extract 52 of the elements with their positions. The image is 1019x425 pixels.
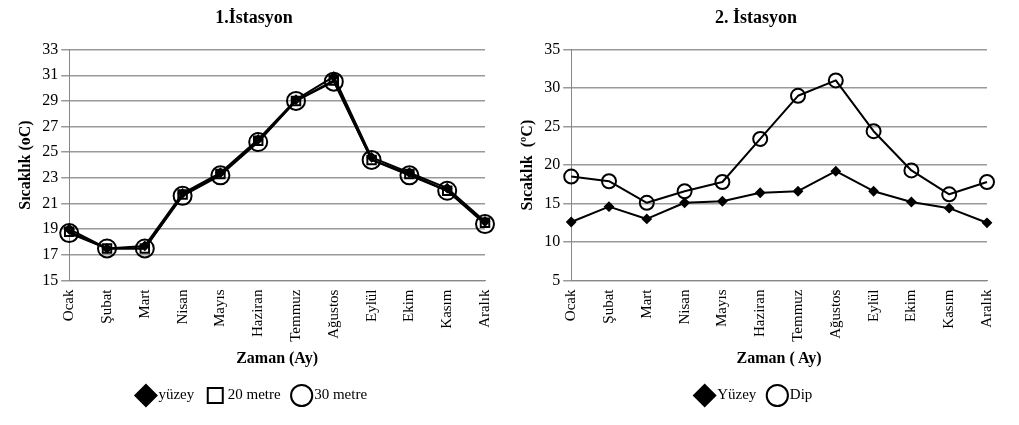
chart-title: 2. İstasyon <box>714 7 798 28</box>
x-tick-label: Mart <box>135 288 152 319</box>
y-tick-label: 29 <box>42 91 59 109</box>
y-axis-title: Sıcaklık (oC) <box>15 120 34 210</box>
x-tick-label: Temmuz <box>286 289 303 342</box>
y-tick-label: 21 <box>42 193 59 211</box>
y-tick-label: 10 <box>544 232 561 250</box>
x-tick-label: Ağustos <box>324 289 341 339</box>
y-tick-label: 19 <box>42 219 59 237</box>
y-tick-label: 30 <box>544 78 561 96</box>
x-tick-label: Kasım <box>438 289 455 329</box>
y-tick-label: 31 <box>42 65 59 83</box>
y-tick-label: 35 <box>544 39 561 57</box>
y-tick-label: 5 <box>552 270 561 288</box>
y-tick-label: 27 <box>42 116 59 134</box>
y-tick-label: 15 <box>544 193 561 211</box>
x-tick-label: Ağustos <box>826 289 843 339</box>
y-tick-label: 15 <box>42 270 59 288</box>
legend-label: 20 metre <box>227 386 281 403</box>
x-tick-label: Ekim <box>400 289 417 323</box>
x-tick-label: Eylül <box>864 289 881 323</box>
chart-title: 1.İstasyon <box>215 7 293 28</box>
x-tick-label: Haziran <box>751 289 768 337</box>
legend-label: Yüzey <box>717 386 757 403</box>
y-tick-label: 25 <box>544 116 561 134</box>
x-axis-title: Zaman ( Ay) <box>736 348 822 367</box>
x-tick-label: Mayıs <box>713 289 730 328</box>
y-tick-label: 33 <box>42 39 59 57</box>
x-tick-label: Mayıs <box>211 289 228 328</box>
y-tick-label: 20 <box>544 155 561 173</box>
legend-label: Dip <box>789 386 813 403</box>
y-tick-label: 23 <box>42 168 59 186</box>
legend-label: 30 metre <box>314 386 368 403</box>
x-tick-label: Aralık <box>977 289 994 328</box>
x-tick-label: Aralık <box>475 289 492 328</box>
x-tick-label: Ekim <box>902 289 919 323</box>
x-tick-label: Ocak <box>60 289 77 322</box>
y-tick-label: 17 <box>42 245 59 263</box>
x-tick-label: Temmuz <box>788 289 805 342</box>
x-tick-label: Şubat <box>97 288 114 324</box>
y-tick-label: 25 <box>42 142 59 160</box>
y-axis-title: Sıcaklık (ºC) <box>517 119 536 211</box>
x-tick-label: Nisan <box>173 289 190 325</box>
x-tick-label: Şubat <box>599 288 616 324</box>
x-tick-label: Haziran <box>249 289 266 337</box>
x-tick-label: Ocak <box>562 289 579 322</box>
legend-label: yüzey <box>158 386 195 403</box>
x-tick-label: Eylül <box>362 289 379 323</box>
x-tick-label: Mart <box>637 288 654 319</box>
x-tick-label: Kasım <box>940 289 957 329</box>
x-tick-label: Nisan <box>675 289 692 325</box>
x-axis-title: Zaman (Ay) <box>236 348 319 367</box>
